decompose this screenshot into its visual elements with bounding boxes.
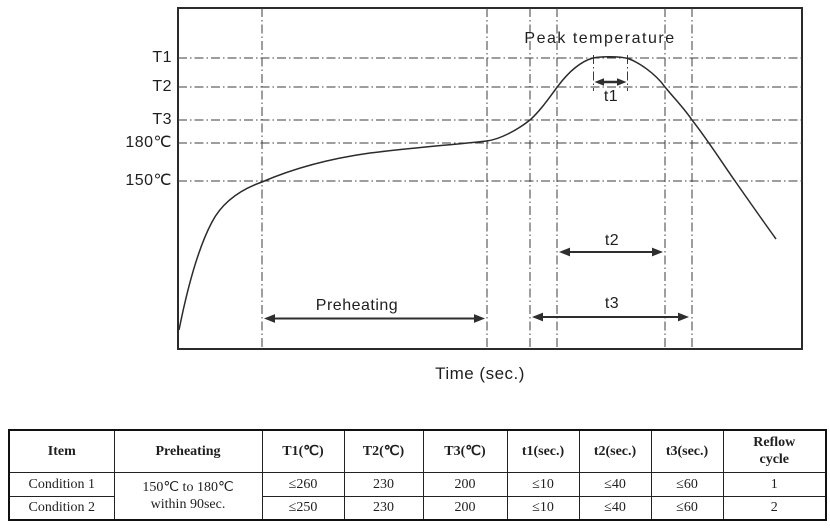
cell-c1-reflow: 1 (722, 471, 827, 497)
y-label-T1: T1 (152, 49, 172, 66)
header-t3s: t3(sec.) (650, 429, 724, 473)
profile-plot (177, 7, 803, 350)
header-reflow-cycle: Reflow cycle (722, 429, 827, 473)
horizontal-gridlines (178, 57, 802, 182)
preheating-label: Preheating (315, 297, 399, 314)
t2-arrow (559, 247, 663, 257)
y-label-T2: T2 (152, 78, 172, 95)
y-label-T3: T3 (152, 111, 172, 128)
t3-label: t3 (604, 295, 620, 312)
cell-c2-t1c: ≤250 (261, 495, 345, 521)
header-preheating: Preheating (113, 429, 263, 473)
t1-arrow (594, 78, 627, 86)
reflow-profile-figure: T1 T2 T3 180℃ 150℃ Peak temperature t1 t… (125, 7, 803, 383)
temperature-curve (178, 55, 777, 331)
cell-condition-2: Condition 2 (8, 495, 115, 521)
cell-c2-t2c: 230 (343, 495, 424, 521)
x-axis-label: Time (sec.) (435, 364, 525, 383)
header-t1s: t1(sec.) (506, 429, 580, 473)
header-t3c: T3(℃) (422, 429, 508, 473)
vertical-boundary-lines (261, 8, 693, 349)
header-t2c: T2(℃) (343, 429, 424, 473)
y-label-180C: 180℃ (125, 134, 172, 151)
cell-c2-t2s: ≤40 (578, 495, 652, 521)
header-t2s: t2(sec.) (578, 429, 652, 473)
t1-label: t1 (603, 88, 619, 105)
cell-c1-t1c: ≤260 (261, 471, 345, 497)
cell-c2-t3s: ≤60 (650, 495, 724, 521)
t3-arrow (532, 312, 689, 322)
y-label-150C: 150℃ (125, 172, 172, 189)
conditions-table: Item Preheating T1(℃) T2(℃) T3(℃) t1(sec… (8, 429, 827, 521)
header-t1c: T1(℃) (261, 429, 345, 473)
cell-c2-reflow: 2 (722, 495, 827, 521)
cell-c1-t3c: 200 (422, 471, 508, 497)
cell-c1-t2s: ≤40 (578, 471, 652, 497)
cell-c1-t1s: ≤10 (506, 471, 580, 497)
table-row: Condition 1 150℃ to 180℃ within 90sec. ≤… (8, 471, 827, 521)
cell-c2-t1s: ≤10 (506, 495, 580, 521)
t2-label: t2 (604, 232, 620, 249)
table-row: Condition 2 ≤250 230 200 ≤10 ≤40 ≤60 2 (8, 495, 827, 521)
cell-c1-t2c: 230 (343, 471, 424, 497)
preheating-arrow (264, 314, 485, 323)
table-header-row: Item Preheating T1(℃) T2(℃) T3(℃) t1(sec… (8, 429, 827, 473)
header-item: Item (8, 429, 115, 473)
plot-border (177, 7, 803, 350)
cell-preheating-note: 150℃ to 180℃ within 90sec. (113, 471, 263, 521)
cell-c1-t3s: ≤60 (650, 471, 724, 497)
peak-temperature-label: Peak temperature (524, 30, 676, 47)
cell-condition-1: Condition 1 (8, 471, 115, 497)
cell-c2-t3c: 200 (422, 495, 508, 521)
